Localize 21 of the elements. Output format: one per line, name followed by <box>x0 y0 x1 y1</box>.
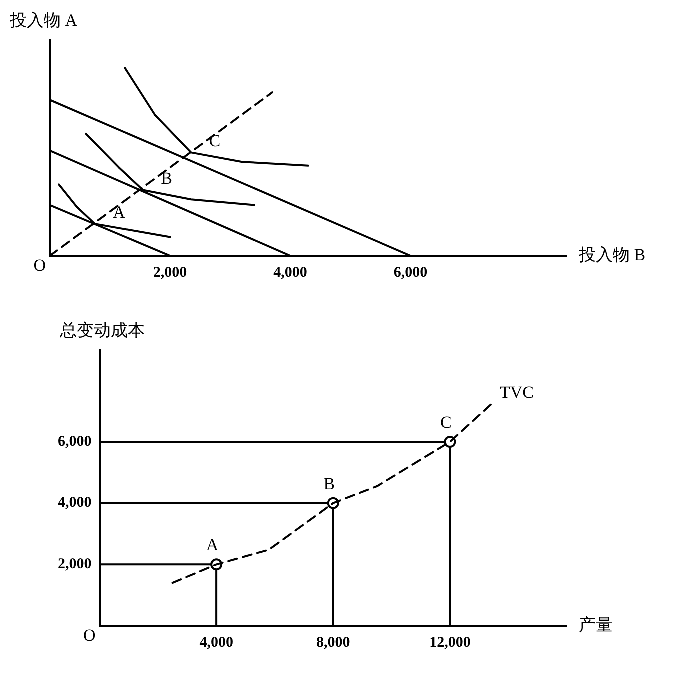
x-tick-label: 12,000 <box>430 634 471 651</box>
annotation: A <box>206 536 220 555</box>
x-tick-label: 2,000 <box>153 264 188 281</box>
y-tick-label: 6,000 <box>58 434 92 450</box>
x-tick-label: 4,000 <box>200 634 234 651</box>
x-tick-label: 6,000 <box>394 264 428 281</box>
annotation: A <box>113 203 126 222</box>
text: O <box>34 256 46 275</box>
series-label: TVC <box>500 383 534 402</box>
annotation: B <box>161 169 173 188</box>
x-axis-title: 投入物 B <box>578 245 646 264</box>
x-tick-label: 4,000 <box>274 264 308 281</box>
y-tick-label: 2,000 <box>58 556 92 573</box>
y-axis-title: 总变动成本 <box>58 320 145 340</box>
x-tick-label: 8,000 <box>316 634 350 651</box>
y-axis-title: 投入物 A <box>9 10 78 30</box>
annotation: B <box>324 474 336 494</box>
text: O <box>83 626 96 645</box>
y-tick-label: 4,000 <box>58 495 92 512</box>
x-axis-title: 产量 <box>579 615 613 634</box>
annotation: C <box>440 412 452 432</box>
